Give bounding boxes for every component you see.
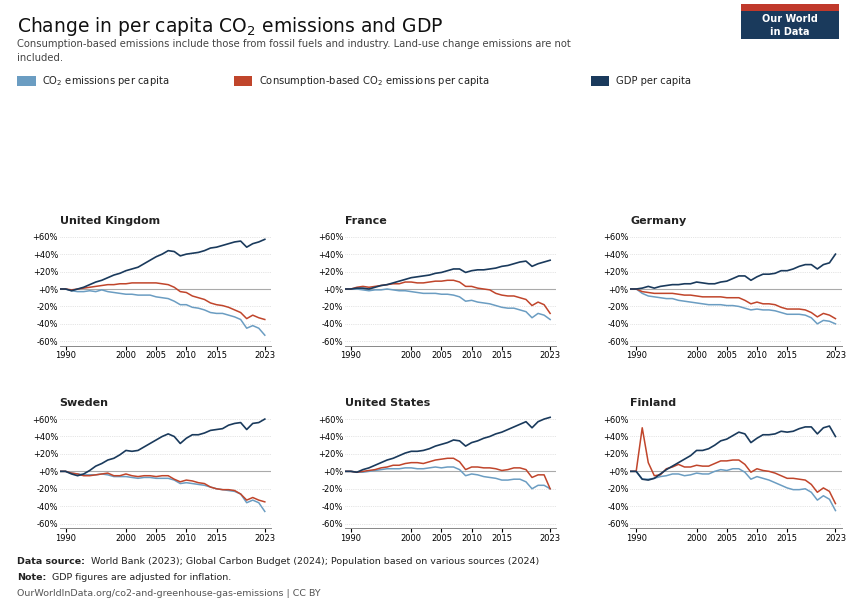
Text: Data source:: Data source: bbox=[17, 557, 85, 566]
Text: Sweden: Sweden bbox=[60, 398, 109, 408]
Text: Change in per capita CO$_2$ emissions and GDP: Change in per capita CO$_2$ emissions an… bbox=[17, 15, 444, 38]
Text: Consumption-based CO$_2$ emissions per capita: Consumption-based CO$_2$ emissions per c… bbox=[259, 74, 490, 88]
Text: Our World
in Data: Our World in Data bbox=[762, 14, 818, 37]
Text: Finland: Finland bbox=[630, 398, 677, 408]
Text: OurWorldInData.org/co2-and-greenhouse-gas-emissions | CC BY: OurWorldInData.org/co2-and-greenhouse-ga… bbox=[17, 589, 320, 598]
Text: GDP per capita: GDP per capita bbox=[616, 76, 691, 86]
Text: United Kingdom: United Kingdom bbox=[60, 216, 160, 226]
Text: Germany: Germany bbox=[630, 216, 687, 226]
Text: France: France bbox=[345, 216, 387, 226]
Text: Consumption-based emissions include those from fossil fuels and industry. Land-u: Consumption-based emissions include thos… bbox=[17, 39, 570, 63]
Text: Note:: Note: bbox=[17, 573, 46, 582]
Text: CO$_2$ emissions per capita: CO$_2$ emissions per capita bbox=[42, 74, 170, 88]
Text: United States: United States bbox=[345, 398, 430, 408]
Text: GDP figures are adjusted for inflation.: GDP figures are adjusted for inflation. bbox=[49, 573, 231, 582]
Text: World Bank (2023); Global Carbon Budget (2024); Population based on various sour: World Bank (2023); Global Carbon Budget … bbox=[88, 557, 539, 566]
